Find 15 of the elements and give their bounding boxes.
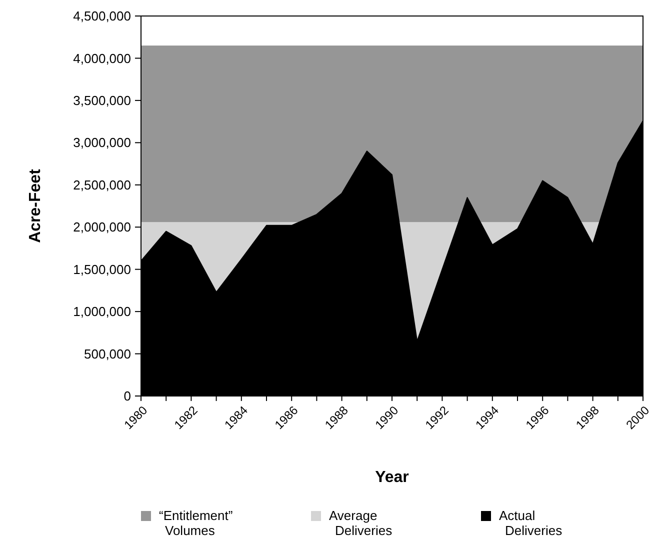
y-tick-label: 2,000,000 <box>73 220 131 235</box>
x-axis-title: Year <box>375 469 409 486</box>
y-tick-label: 1,500,000 <box>73 262 131 277</box>
y-tick-label: 2,500,000 <box>73 177 131 192</box>
y-tick-label: 3,500,000 <box>73 92 131 108</box>
y-tick-label: 0 <box>124 388 131 404</box>
y-tick-label: 4,000,000 <box>73 50 131 66</box>
legend-label: Actual Deliveries <box>499 508 563 538</box>
y-axis-title: Acre-Feet <box>27 168 44 243</box>
y-tick-label: 3,000,000 <box>73 135 131 150</box>
y-tick-label: 500,000 <box>84 346 131 362</box>
legend-label: “Entitlement” Volumes <box>159 508 233 538</box>
y-tick-label: 1,000,000 <box>73 304 131 320</box>
legend-label: Average Deliveries <box>329 508 393 538</box>
y-tick-label: 4,500,000 <box>73 8 131 24</box>
